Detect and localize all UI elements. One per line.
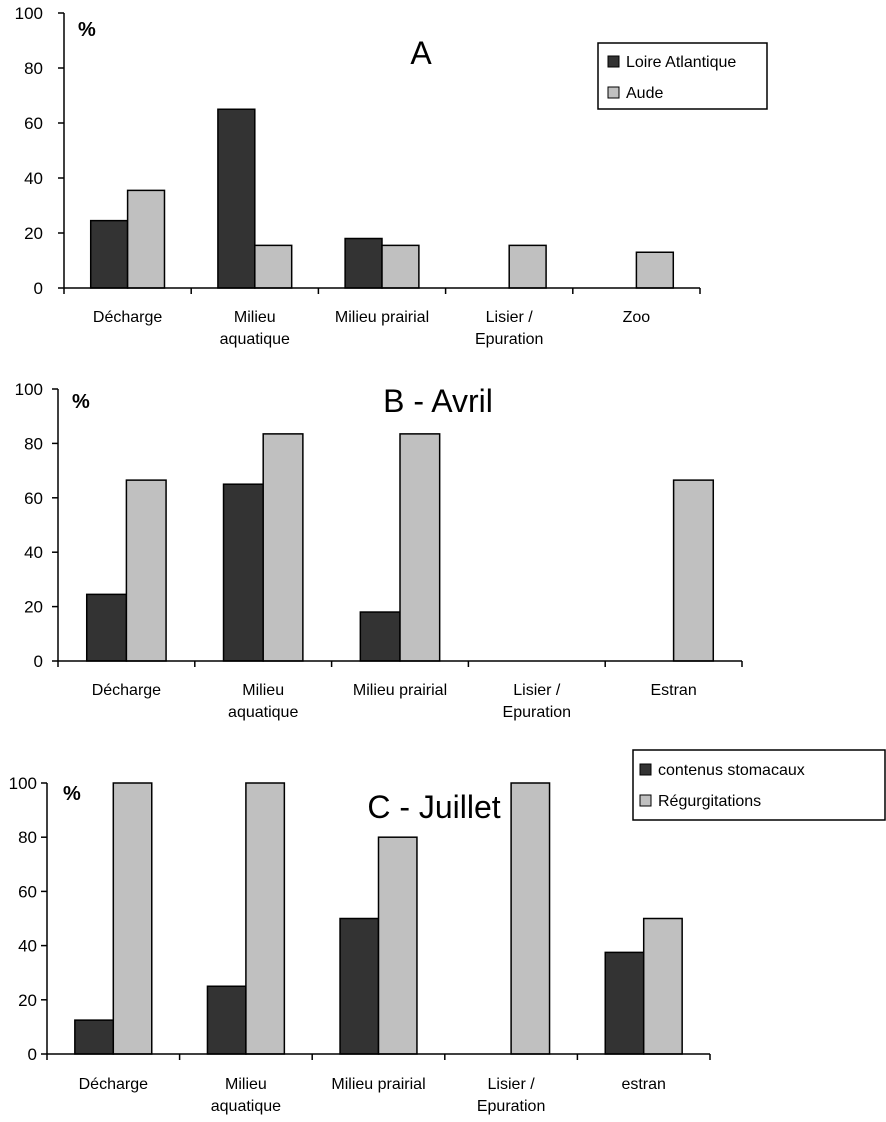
bar-a-s1-c3: [508, 244, 547, 289]
y-tick-label-c-0: 0: [28, 1045, 37, 1064]
bar-a-s1-c0: [126, 189, 166, 289]
chart-panel-a: 0 20 40 60 80 100 Décharge Milieu aquatique Mili…: [15, 4, 768, 348]
y-tick-label-c-1: 20: [18, 991, 37, 1010]
y-tick-label-b-3: 60: [24, 489, 43, 508]
y-tick-label-a-2: 40: [24, 169, 43, 188]
y-tick-label-c-3: 60: [18, 882, 37, 901]
bars-b: [85, 433, 715, 662]
x-category-label-c-1: Milieu aquatique: [211, 1076, 281, 1115]
legend-c-label-regurgitations: Régurgitations: [658, 793, 761, 810]
x-axis-c: Décharge Milieu aquatique Milieu prairial Li…: [46, 1053, 711, 1115]
bar-c-s1-c1: [245, 782, 286, 1055]
y-tick-label-b-2: 40: [24, 543, 43, 562]
bars-a: [89, 108, 675, 289]
bar-c-s1-c0: [112, 782, 153, 1055]
y-tick-label-a-5: 100: [15, 4, 43, 23]
x-category-label-a-1: Milieu aquatique: [220, 309, 290, 348]
y-tick-label-c-2: 40: [18, 937, 37, 956]
x-category-label-a-2: Milieu prairial: [335, 309, 429, 326]
y-unit-label-a: %: [78, 19, 96, 41]
bar-a-s1-c4: [635, 251, 675, 289]
legend-a-label-loire: Loire Atlantique: [626, 54, 736, 71]
y-unit-label-b: %: [72, 391, 90, 413]
y-tick-label-b-1: 20: [24, 598, 43, 617]
legend-c-box: [632, 749, 886, 821]
bar-a-s1-c2: [381, 244, 420, 289]
x-category-label-b-1: Milieu aquatique: [228, 682, 298, 721]
bar-a-s1-c1: [254, 244, 293, 289]
bar-b-s1-c2: [399, 433, 441, 662]
legend-c-swatch-contenus: [639, 763, 652, 776]
x-category-label-a-0: Décharge: [93, 309, 162, 326]
x-axis-b: Décharge Milieu aquatique Milieu prairial Li…: [57, 660, 743, 721]
bar-c-s0-c0: [74, 1019, 115, 1055]
x-axis-a: Décharge Milieu aquatique Milieu prairial Li…: [63, 287, 701, 348]
x-category-label-b-0: Décharge: [92, 682, 161, 699]
bar-c-s1-c4: [642, 917, 683, 1055]
chart-title-b: B - Avril: [383, 383, 493, 419]
y-tick-label-a-4: 80: [24, 59, 43, 78]
y-tick-label-c-4: 80: [18, 828, 37, 847]
x-category-label-b-3: Lisier / Epuration: [503, 682, 572, 721]
bars-c: [74, 782, 683, 1055]
x-category-label-b-2: Milieu prairial: [353, 682, 447, 699]
legend-a-swatch-loire: [607, 55, 620, 68]
legend-a-label-aude: Aude: [626, 85, 663, 102]
y-tick-label-b-4: 80: [24, 434, 43, 453]
chart-panel-c: 0 20 40 60 80 100 Décharge Milieu aquatique Mili…: [9, 749, 886, 1115]
chart-panel-b: 0 20 40 60 80 100 Décharge Milieu aquatique Mili…: [15, 380, 743, 721]
x-category-label-c-4: estran: [621, 1076, 665, 1093]
bar-c-s0-c2: [339, 917, 380, 1055]
y-axis-a: 0 20 40 60 80 100: [15, 4, 65, 298]
y-axis-b: 0 20 40 60 80 100: [15, 380, 59, 671]
x-category-label-c-2: Milieu prairial: [331, 1076, 425, 1093]
x-category-label-c-3: Lisier / Epuration: [477, 1076, 546, 1115]
y-tick-label-c-5: 100: [9, 774, 37, 793]
chart-title-a: A: [410, 35, 432, 71]
y-axis-c: 0 20 40 60 80 100: [9, 774, 48, 1064]
bar-b-s1-c0: [125, 479, 167, 662]
y-tick-label-a-0: 0: [34, 279, 43, 298]
x-category-label-a-3: Lisier / Epuration: [475, 309, 544, 348]
x-category-label-c-0: Décharge: [79, 1076, 148, 1093]
bar-c-s0-c1: [206, 985, 247, 1055]
y-tick-label-a-1: 20: [24, 224, 43, 243]
y-tick-label-b-5: 100: [15, 380, 43, 399]
legend-c-swatch-regurgitations: [639, 794, 652, 807]
bar-b-s0-c2: [359, 611, 401, 662]
bar-a-s0-c1: [217, 108, 256, 289]
bar-c-s1-c2: [377, 836, 418, 1055]
bar-b-s1-c4: [672, 479, 715, 662]
legend-c-label-contenus: contenus stomacaux: [658, 762, 805, 779]
y-tick-label-a-3: 60: [24, 114, 43, 133]
bar-a-s0-c0: [89, 219, 129, 289]
bar-c-s0-c4: [604, 951, 645, 1055]
bar-a-s0-c2: [344, 237, 383, 289]
bar-c-s1-c3: [510, 782, 551, 1055]
legend-a-box: [597, 42, 768, 110]
chart-title-c: C - Juillet: [367, 789, 500, 825]
legend-a-swatch-aude: [607, 86, 620, 99]
legend-a: Loire Atlantique Aude: [597, 42, 768, 110]
x-category-label-b-4: Estran: [650, 682, 696, 699]
legend-c: contenus stomacaux Régurgitations: [632, 749, 886, 821]
y-unit-label-c: %: [63, 783, 81, 805]
bar-b-s0-c0: [85, 593, 128, 662]
bar-b-s1-c1: [262, 433, 304, 662]
y-tick-label-b-0: 0: [34, 652, 43, 671]
bar-b-s0-c1: [222, 483, 264, 662]
x-category-label-a-4: Zoo: [623, 309, 651, 326]
